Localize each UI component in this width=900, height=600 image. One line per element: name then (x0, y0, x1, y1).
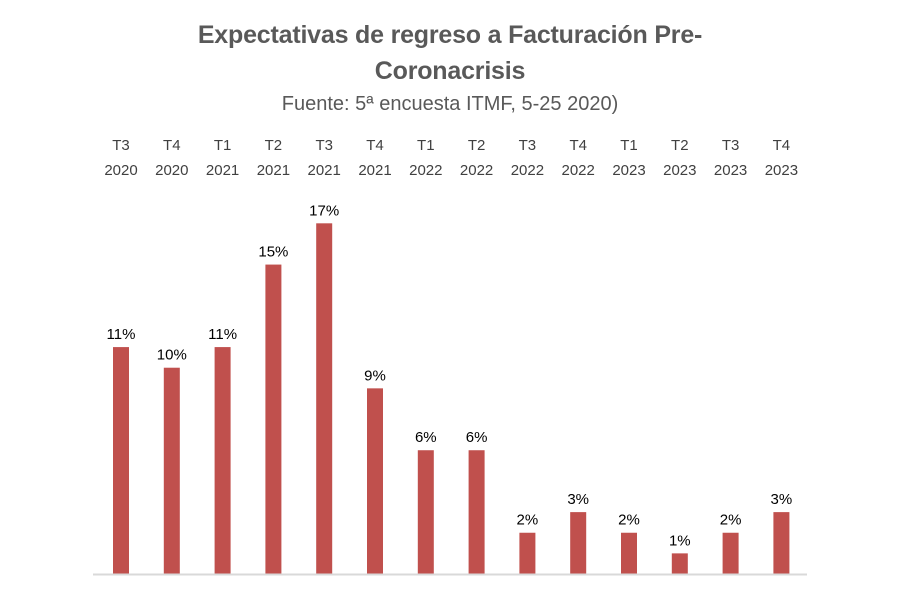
data-label: 6% (415, 429, 437, 446)
category-quarter-label: T1 (620, 137, 638, 154)
category-year-label: 2021 (308, 162, 341, 179)
category-year-label: 2022 (409, 162, 442, 179)
chart-subtitle: Fuente: 5ª encuesta ITMF, 5-25 2020) (281, 93, 619, 115)
bar (671, 553, 688, 574)
category-quarter-label: T2 (265, 137, 283, 154)
category-quarter-label: T3 (722, 137, 740, 154)
category-quarter-label: T4 (163, 137, 181, 154)
bar (367, 388, 383, 574)
data-label: 6% (466, 429, 488, 446)
chart-title-line-1: Expectativas de regreso a Facturación Pr… (197, 21, 703, 49)
category-quarter-label: T3 (112, 137, 130, 154)
data-label: 15% (258, 244, 288, 261)
bar (316, 223, 333, 575)
category-year-label: 2023 (612, 162, 645, 179)
category-quarter-label: T3 (315, 137, 333, 154)
category-year-label: 2023 (765, 162, 798, 179)
category-quarter-label: T4 (773, 137, 791, 154)
bar (722, 532, 739, 574)
data-label: 2% (720, 512, 742, 529)
data-label: 3% (567, 491, 589, 508)
category-year-label: 2023 (663, 162, 696, 179)
category-year-label: 2022 (511, 162, 544, 179)
chart-title-line-2: Coronacrisis (374, 57, 526, 85)
category-year-label: 2020 (155, 162, 188, 179)
bar (621, 532, 637, 574)
category-year-label: 2021 (358, 162, 391, 179)
bar (417, 450, 434, 574)
category-quarter-label: T1 (417, 137, 435, 154)
data-label: 11% (107, 326, 136, 343)
category-year-label: 2021 (257, 162, 290, 179)
category-year-label: 2021 (206, 162, 239, 179)
data-label: 17% (309, 202, 339, 219)
category-year-label: 2023 (714, 162, 747, 179)
category-quarter-label: T3 (519, 137, 537, 154)
bar (265, 264, 282, 574)
bar (570, 512, 587, 574)
bar (773, 512, 790, 574)
bar (468, 450, 485, 574)
data-label: 11% (208, 326, 237, 343)
category-year-label: 2022 (562, 162, 595, 179)
data-label: 9% (364, 367, 386, 384)
bar (113, 347, 129, 574)
data-label: 1% (669, 532, 691, 549)
category-quarter-label: T2 (468, 137, 486, 154)
bar (214, 347, 231, 574)
category-quarter-label: T1 (214, 137, 232, 154)
category-quarter-label: T2 (671, 137, 689, 154)
bar (163, 367, 180, 574)
data-label: 2% (517, 512, 539, 529)
bar (519, 532, 536, 574)
category-year-label: 2022 (460, 162, 493, 179)
category-quarter-label: T4 (366, 137, 384, 154)
data-label: 2% (618, 512, 640, 529)
category-quarter-label: T4 (569, 137, 587, 154)
category-year-label: 2020 (104, 162, 137, 179)
data-label: 10% (157, 347, 187, 364)
data-label: 3% (771, 491, 793, 508)
